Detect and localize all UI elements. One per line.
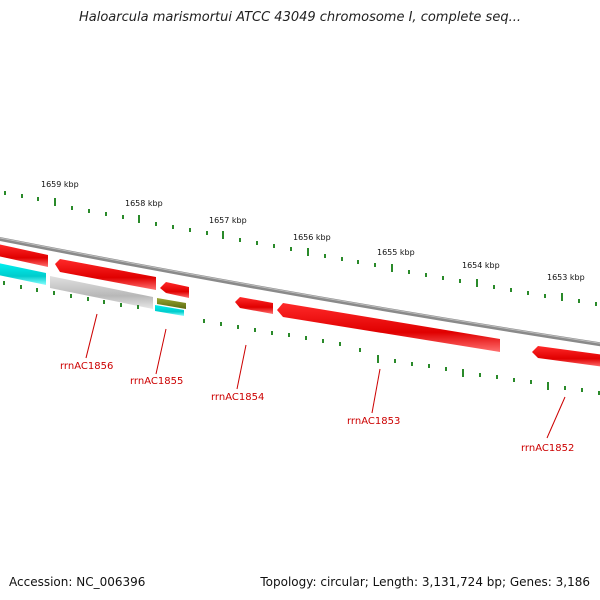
rrna-feature-gray[interactable] <box>50 276 153 309</box>
gene-label-rrnAC1854[interactable]: rrnAC1854 <box>211 392 264 403</box>
gene-feature[interactable] <box>160 282 189 298</box>
scale-label-1656: 1656 kbp <box>293 233 331 242</box>
gene-rrnAC1852[interactable] <box>532 346 600 367</box>
scale-label-1659: 1659 kbp <box>41 180 79 189</box>
gene-rrnAC1853[interactable] <box>277 303 500 352</box>
leader-line-rrnAC1854 <box>236 344 247 390</box>
scale-label-1657: 1657 kbp <box>209 216 247 225</box>
scale-label-1655: 1655 kbp <box>377 248 415 257</box>
gene-rrnAC1854[interactable] <box>235 297 273 314</box>
gene-label-rrnAC1855[interactable]: rrnAC1855 <box>130 376 183 387</box>
scale-label-1654: 1654 kbp <box>462 261 500 270</box>
inner-tick-row <box>3 281 600 395</box>
outer-tick-row <box>4 191 597 306</box>
accession-text: Accession: NC_006396 <box>9 575 146 589</box>
gene-label-rrnAC1853[interactable]: rrnAC1853 <box>347 416 400 427</box>
gene-feature[interactable] <box>0 244 48 267</box>
leader-line-rrnAC1856 <box>85 313 98 359</box>
leader-line-rrnAC1855 <box>155 328 167 375</box>
scale-label-1658: 1658 kbp <box>125 199 163 208</box>
trna-feature[interactable] <box>157 298 186 309</box>
rrna-feature-cyan[interactable] <box>0 263 46 285</box>
scale-label-1653: 1653 kbp <box>547 273 585 282</box>
leader-line-rrnAC1852 <box>546 396 566 439</box>
gene-feature[interactable] <box>55 259 156 290</box>
gene-label-rrnAC1856[interactable]: rrnAC1856 <box>60 361 113 372</box>
rrna-feature-cyan[interactable] <box>155 305 184 316</box>
genome-backbone <box>0 236 600 347</box>
map-title: Haloarcula marismortui ATCC 43049 chromo… <box>79 10 521 25</box>
topology-text: Topology: circular; Length: 3,131,724 bp… <box>260 575 590 589</box>
leader-line-rrnAC1853 <box>371 368 381 414</box>
gene-label-rrnAC1852[interactable]: rrnAC1852 <box>521 443 574 454</box>
